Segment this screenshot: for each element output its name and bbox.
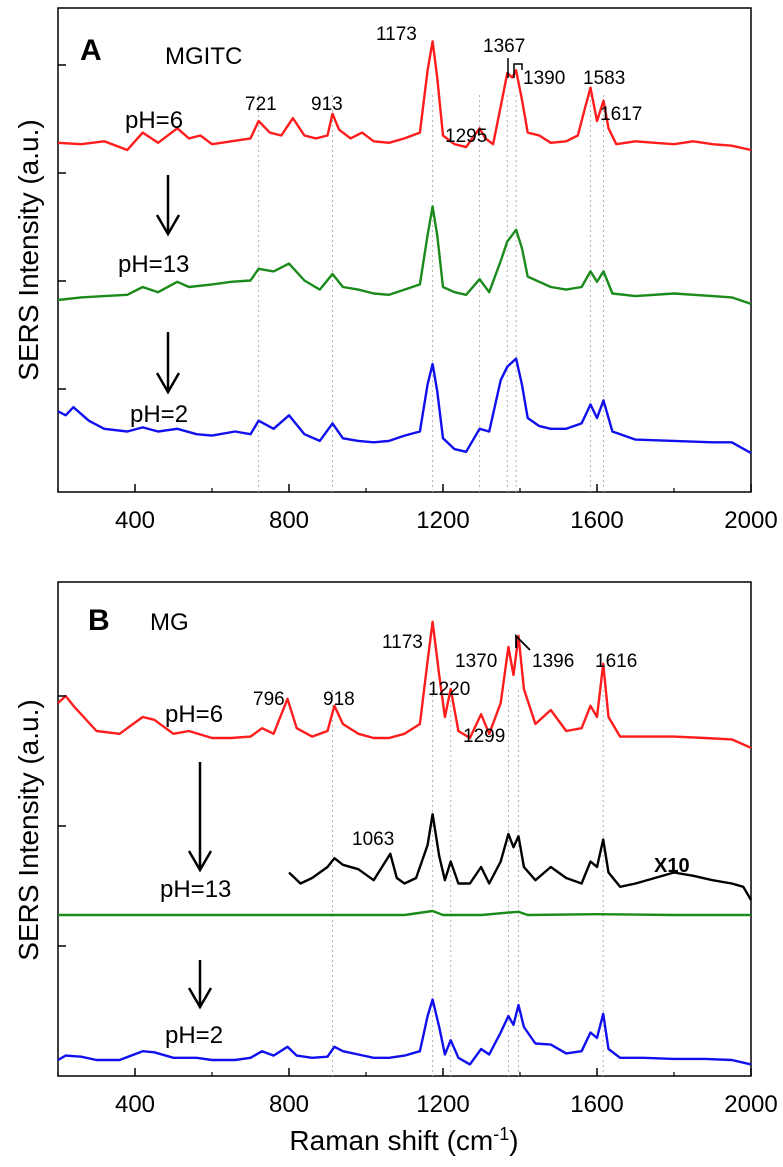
panel-a-ph-label-1: pH=13 [118, 251, 189, 278]
panel-a-y-ticks [58, 64, 66, 390]
panel-a-series-ph-13 [57, 205, 752, 306]
panel-a-peak-label-721: 721 [245, 94, 277, 115]
panel-a-peak-label-1390: 1390 [523, 68, 565, 89]
panel-a-guides [258, 95, 605, 492]
panel-b-x-tick-label-1200: 1200 [416, 1091, 469, 1118]
panel-b: 400 800 1200 1600 2000 B MG pH=6 pH=13 pH=2 … [13, 581, 778, 1156]
panel-a-peak-label-1367: 1367 [483, 36, 525, 57]
panel-a-ph-label-2: pH=2 [130, 401, 188, 428]
panel-a-arrow-1 [155, 175, 181, 237]
panel-a-ph-label-0: pH=6 [125, 107, 183, 134]
panel-b-peak-label-1616: 1616 [595, 651, 637, 672]
panel-b-frame [57, 581, 752, 1077]
panel-b-series [57, 620, 753, 1066]
panel-a-x-tick-label-1200: 1200 [416, 507, 469, 534]
panel-b-peak-label-1370: 1370 [455, 651, 497, 672]
x-axis-label-sup: -1 [493, 1124, 509, 1144]
panel-b-x-tick-label-2000: 2000 [724, 1091, 777, 1118]
panel-b-series-ph-6 [57, 620, 752, 749]
panel-b-peak-label-1220: 1220 [428, 679, 470, 700]
panel-b-peak-label-918: 918 [323, 689, 355, 710]
panel-a: 400 800 1200 1600 2000 A MGITC pH=6 pH=13 pH… [13, 7, 778, 534]
panel-b-series-ph-13 [58, 909, 751, 917]
panel-a-peak-label-1583: 1583 [583, 68, 625, 89]
panel-a-x-tick-label-400: 400 [115, 507, 155, 534]
panel-a-peak-label-1295: 1295 [445, 126, 487, 147]
panel-b-bracket [515, 633, 531, 651]
panel-b-y-axis-label: SERS Intensity (a.u.) [13, 699, 44, 960]
panel-b-series-ph-2 [57, 998, 752, 1066]
panel-a-peak-label-1617: 1617 [600, 104, 642, 125]
panel-b-ph-label-2: pH=2 [165, 1022, 223, 1049]
panel-a-series [57, 40, 752, 455]
x-axis-label: Raman shift (cm-1) [289, 1124, 518, 1156]
panel-b-x-ticks: 400 800 1200 1600 2000 [57, 1068, 778, 1118]
panel-a-y-axis-label: SERS Intensity (a.u.) [13, 119, 44, 380]
panel-a-series-ph-2 [57, 357, 752, 455]
panel-a-bracket [507, 58, 523, 78]
panel-b-ph-label-1: pH=13 [160, 876, 231, 903]
panel-b-x-tick-label-1600: 1600 [570, 1091, 623, 1118]
panel-b-y-ticks [58, 695, 66, 947]
panel-a-x-tick-label-800: 800 [269, 507, 309, 534]
panel-a-name: MGITC [165, 43, 242, 70]
x-axis-label-close: ) [509, 1125, 518, 1156]
panel-b-peak-label-796: 796 [253, 689, 285, 710]
panel-b-peak-label-1173: 1173 [382, 632, 423, 653]
panel-a-x-tick-label-1600: 1600 [570, 507, 623, 534]
panel-b-peak-label-1396: 1396 [532, 651, 574, 672]
panel-b-x-tick-label-800: 800 [269, 1091, 309, 1118]
panel-b-scale-note: X10 [654, 855, 690, 877]
panel-b-x-tick-label-400: 400 [115, 1091, 155, 1118]
panel-b-ph-label-0: pH=6 [165, 701, 223, 728]
panel-b-series-ph-13-x10 [288, 813, 753, 901]
panel-b-arrow-1 [187, 762, 213, 873]
panel-a-x-tick-label-2000: 2000 [724, 507, 777, 534]
panel-a-arrow-2 [155, 332, 181, 395]
panel-b-name: MG [150, 609, 189, 636]
panel-a-x-ticks: 400 800 1200 1600 2000 [57, 484, 778, 534]
panel-b-letter: B [88, 604, 110, 637]
panel-a-series-ph-6 [57, 40, 752, 152]
panel-a-frame [57, 7, 752, 493]
panel-a-letter: A [80, 34, 102, 67]
panel-a-peak-label-913: 913 [311, 94, 343, 115]
panel-a-peak-label-1173: 1173 [376, 24, 417, 45]
x-axis-label-main: Raman shift (cm [289, 1125, 493, 1156]
panel-b-guides [332, 690, 604, 1076]
panel-b-peak-label-1299: 1299 [463, 726, 505, 747]
panel-b-peak-label-1063: 1063 [352, 829, 394, 850]
panel-b-arrow-2 [187, 960, 213, 1010]
